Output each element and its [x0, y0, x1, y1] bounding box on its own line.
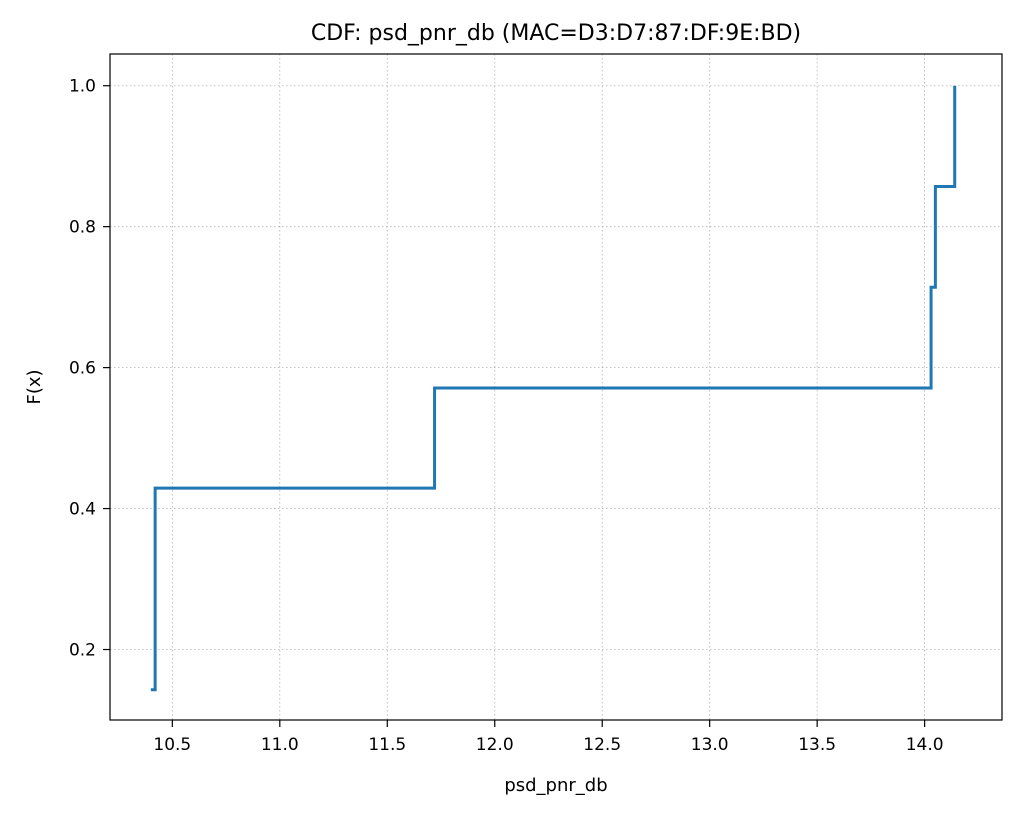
y-tick-label: 0.2 [69, 641, 96, 661]
x-tick-label: 13.5 [798, 735, 836, 755]
x-axis-label: psd_pnr_db [504, 775, 607, 796]
y-tick-label: 0.6 [69, 359, 96, 379]
x-tick-label: 14.0 [906, 735, 944, 755]
x-tick-label: 10.5 [153, 735, 191, 755]
y-tick-label: 1.0 [69, 77, 96, 97]
y-tick-label: 0.8 [69, 218, 96, 238]
x-tick-label: 11.0 [261, 735, 299, 755]
plot-frame [109, 53, 1003, 721]
axis-ticks: 10.5 11.0 11.5 12.0 12.5 13.0 13.5 14.0 0.2 0.4 0.… [69, 77, 944, 755]
y-axis-label: F(x) [24, 369, 45, 404]
x-tick-label: 13.0 [691, 735, 729, 755]
chart-title: CDF: psd_pnr_db (MAC=D3:D7:87:DF:9E:BD) [311, 21, 801, 46]
x-tick-label: 12.0 [476, 735, 514, 755]
x-tick-label: 12.5 [583, 735, 621, 755]
y-tick-label: 0.4 [69, 500, 96, 520]
x-tick-label: 11.5 [368, 735, 406, 755]
cdf-step-line [150, 85, 957, 692]
series-layer [150, 85, 957, 692]
